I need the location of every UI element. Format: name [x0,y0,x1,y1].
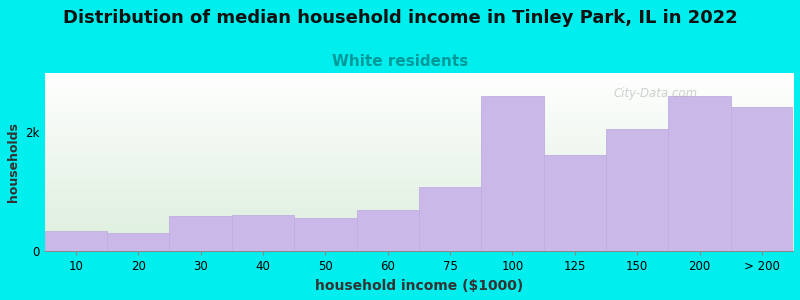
Text: White residents: White residents [332,54,468,69]
Bar [482,96,544,251]
Bar [357,210,419,251]
Bar [606,130,668,251]
Text: Distribution of median household income in Tinley Park, IL in 2022: Distribution of median household income … [62,9,738,27]
Text: City-Data.com: City-Data.com [614,87,698,100]
Bar [232,215,294,251]
Bar [294,218,357,251]
Bar [170,216,232,251]
Bar [668,96,730,251]
Bar [544,155,606,251]
Bar [107,233,170,251]
X-axis label: household income ($1000): household income ($1000) [314,279,523,293]
Y-axis label: households: households [7,122,20,202]
Bar [730,107,793,251]
Bar [45,231,107,251]
Bar [419,187,482,251]
